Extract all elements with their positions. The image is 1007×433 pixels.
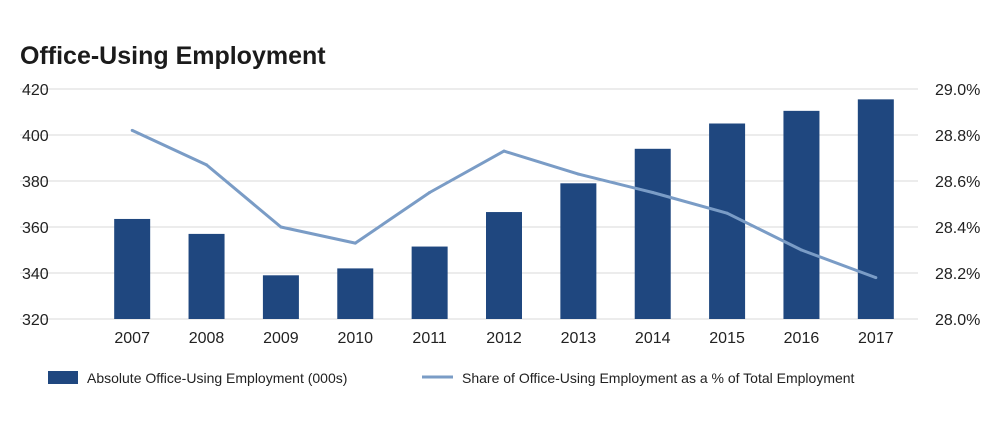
left-axis-tick-label: 400 [22, 128, 49, 145]
left-axis-tick-label: 420 [22, 82, 49, 99]
share-point-2016 [799, 248, 803, 252]
x-axis-tick-label: 2007 [114, 330, 150, 347]
left-axis-ticks: 320 340 360 380 400 420 [22, 82, 49, 329]
left-axis-tick-label: 320 [22, 312, 49, 329]
bar-2007 [114, 218, 151, 319]
share-point-2017 [874, 276, 878, 280]
share-point-2012 [502, 149, 506, 153]
share-point-2008 [205, 163, 209, 167]
share-point-2007 [130, 128, 134, 132]
x-axis-tick-label: 2013 [561, 330, 597, 347]
right-axis-tick-label: 28.8% [935, 128, 980, 145]
right-axis-tick-label: 28.6% [935, 174, 980, 191]
x-axis-tick-label: 2009 [263, 330, 299, 347]
bar-2012 [486, 212, 522, 319]
legend: Absolute Office-Using Employment (000s) … [48, 370, 855, 386]
x-axis-tick-label: 2010 [337, 330, 373, 347]
share-point-2009 [279, 225, 283, 229]
bar-2014 [634, 148, 671, 319]
x-axis-tick-label: 2008 [189, 330, 225, 347]
legend-bar-label: Absolute Office-Using Employment (000s) [87, 370, 347, 386]
bar-2015 [709, 123, 746, 319]
right-axis-tick-label: 28.2% [935, 266, 980, 283]
share-point-2015 [725, 211, 729, 215]
right-axis-tick-label: 28.4% [935, 220, 980, 237]
x-axis-tick-label: 2011 [412, 330, 447, 347]
x-axis-ticks: 2007 2008 2009 2010 2011 2012 2013 2014 2015 2016… [114, 330, 893, 347]
share-point-2011 [428, 191, 432, 194]
right-axis-ticks: 28.0% 28.2% 28.4% 28.6% 28.8% 29.0% [935, 82, 980, 329]
legend-line-label: Share of Office-Using Employment as a % … [462, 370, 855, 386]
right-axis-tick-label: 28.0% [935, 312, 980, 329]
share-point-2010 [353, 241, 357, 245]
bar-2016 [783, 110, 820, 319]
bar-2017 [857, 99, 894, 319]
bar-2010 [337, 268, 374, 319]
gridlines [20, 88, 918, 320]
bar-2008 [188, 233, 225, 319]
left-axis-tick-label: 380 [22, 174, 49, 191]
left-axis-tick-label: 340 [22, 266, 49, 283]
share-point-2013 [576, 172, 580, 176]
x-axis-tick-label: 2015 [709, 330, 745, 347]
line-series [130, 128, 878, 280]
legend-bar-swatch [48, 371, 78, 384]
x-axis-tick-label: 2014 [635, 330, 671, 347]
x-axis-tick-label: 2012 [486, 330, 522, 347]
right-axis-tick-label: 29.0% [935, 82, 980, 99]
share-point-2014 [651, 191, 655, 194]
x-axis-tick-label: 2016 [784, 330, 820, 347]
bar-2009 [262, 275, 299, 319]
bar-2011 [411, 246, 448, 319]
chart-title: Office-Using Employment [20, 42, 326, 70]
x-axis-tick-label: 2017 [858, 330, 894, 347]
bar-2013 [560, 183, 597, 319]
bar-series [114, 99, 894, 319]
left-axis-tick-label: 360 [22, 220, 49, 237]
